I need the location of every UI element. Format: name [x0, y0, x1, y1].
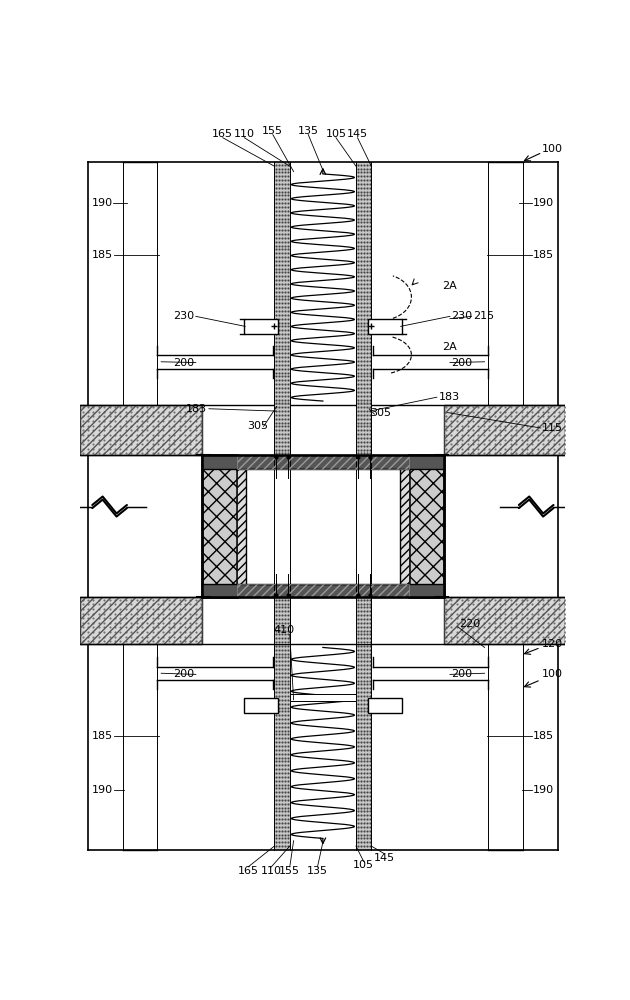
Bar	[367, 698, 402, 713]
Text: 155: 155	[262, 126, 284, 136]
Text: 190: 190	[533, 785, 554, 795]
Bar	[237, 455, 409, 469]
Bar	[244, 698, 278, 713]
Text: 2A: 2A	[442, 281, 457, 291]
Text: 305: 305	[370, 408, 391, 418]
Text: 200: 200	[173, 358, 194, 368]
Text: 185: 185	[91, 250, 113, 260]
Bar	[274, 405, 290, 455]
Text: 230: 230	[452, 311, 472, 321]
Text: 145: 145	[374, 853, 395, 863]
Bar	[356, 405, 371, 455]
Text: 185: 185	[533, 731, 554, 741]
Bar	[81, 405, 202, 455]
Text: 165: 165	[212, 129, 233, 139]
Text: 190: 190	[533, 198, 554, 208]
Bar	[367, 319, 402, 334]
Text: 110: 110	[234, 129, 255, 139]
Text: 183: 183	[438, 392, 459, 402]
Bar	[444, 597, 566, 644]
Text: 110: 110	[261, 866, 282, 876]
Text: 135: 135	[307, 866, 328, 876]
Text: 215: 215	[473, 311, 494, 321]
Text: 115: 115	[542, 423, 563, 433]
Text: 230: 230	[173, 311, 194, 321]
Text: 135: 135	[298, 126, 319, 136]
Text: 200: 200	[452, 669, 472, 679]
Bar	[237, 455, 246, 597]
Text: 190: 190	[91, 198, 113, 208]
Text: 100: 100	[542, 144, 563, 154]
Text: 305: 305	[247, 421, 268, 431]
Text: 155: 155	[279, 866, 301, 876]
Bar	[400, 455, 409, 597]
Bar	[81, 597, 202, 644]
Text: 2A: 2A	[442, 342, 457, 352]
Bar	[202, 455, 444, 469]
Text: 100: 100	[542, 669, 563, 679]
Bar	[274, 597, 290, 644]
Text: 165: 165	[238, 866, 259, 876]
Bar	[356, 162, 371, 455]
Text: 190: 190	[91, 785, 113, 795]
Text: 120: 120	[542, 639, 563, 649]
Bar	[274, 162, 290, 455]
Text: 185: 185	[533, 250, 554, 260]
Bar	[274, 597, 290, 850]
Bar	[202, 455, 444, 597]
Text: 200: 200	[452, 358, 472, 368]
Bar	[246, 455, 400, 597]
Bar	[244, 319, 278, 334]
Text: 220: 220	[459, 619, 481, 629]
Text: 105: 105	[353, 860, 374, 870]
Bar	[237, 584, 409, 597]
Bar	[356, 597, 371, 850]
Text: 200: 200	[173, 669, 194, 679]
Bar	[444, 405, 566, 455]
Text: 183: 183	[186, 404, 207, 414]
Bar	[81, 405, 202, 455]
Bar	[202, 455, 237, 597]
Text: 105: 105	[326, 129, 347, 139]
Text: 410: 410	[274, 625, 295, 635]
Text: 145: 145	[347, 129, 368, 139]
Bar	[202, 584, 444, 597]
Text: 185: 185	[91, 731, 113, 741]
Bar	[444, 597, 566, 644]
Bar	[81, 597, 202, 644]
Bar	[202, 455, 444, 597]
Bar	[290, 694, 356, 701]
Bar	[444, 405, 566, 455]
Bar	[356, 597, 371, 644]
Bar	[409, 455, 444, 597]
Bar	[246, 469, 400, 584]
